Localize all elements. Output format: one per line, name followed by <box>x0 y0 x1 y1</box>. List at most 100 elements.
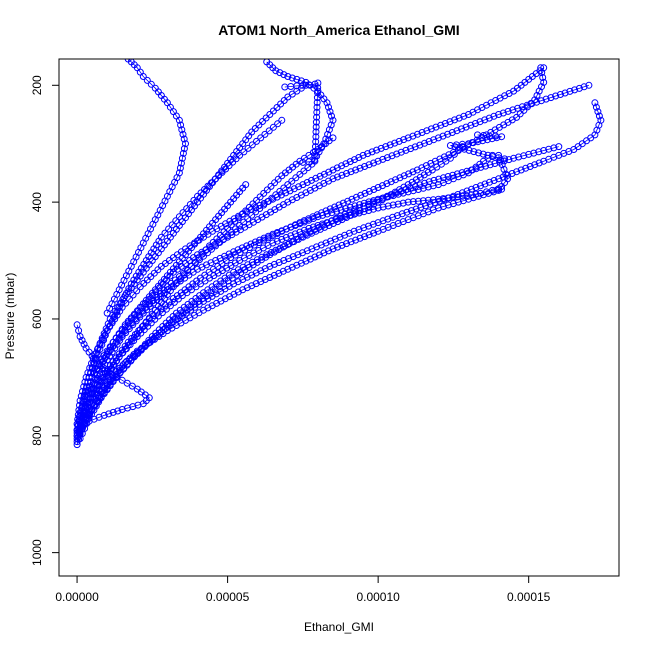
data-point <box>361 233 369 241</box>
data-point <box>484 151 492 159</box>
data-point <box>284 265 292 273</box>
data-point <box>409 168 417 176</box>
y-tick-label: 600 <box>30 309 44 329</box>
data-point <box>128 319 136 327</box>
data-point <box>355 154 363 161</box>
data-point <box>256 193 264 201</box>
data-point <box>463 187 471 195</box>
data-point <box>272 191 280 199</box>
data-point <box>274 175 282 183</box>
data-point <box>186 201 194 208</box>
data-point <box>248 282 256 290</box>
data-point <box>154 312 162 320</box>
data-point <box>100 336 108 344</box>
data-point <box>462 123 470 131</box>
data-point <box>365 222 372 230</box>
data-point <box>454 193 462 201</box>
data-point <box>265 127 273 135</box>
y-tick-label: 800 <box>30 425 44 445</box>
data-point <box>439 195 447 203</box>
data-point <box>479 137 487 145</box>
data-point <box>188 262 195 270</box>
data-point <box>248 128 256 136</box>
data-point <box>356 164 364 172</box>
data-point <box>316 172 324 180</box>
data-point <box>280 257 288 264</box>
data-point <box>271 179 279 187</box>
data-point <box>151 84 159 92</box>
data-point <box>439 132 447 140</box>
data-point <box>303 179 311 186</box>
data-point <box>475 149 482 157</box>
data-point <box>162 305 170 313</box>
data-point <box>157 305 165 313</box>
data-point <box>309 213 317 221</box>
data-point <box>261 276 269 283</box>
data-point <box>242 207 250 215</box>
data-point <box>178 126 186 134</box>
data-point <box>370 159 378 167</box>
data-point <box>322 207 330 215</box>
data-point <box>182 140 189 148</box>
data-point <box>147 80 155 88</box>
data-point <box>377 144 385 152</box>
data-point <box>555 143 563 151</box>
data-point <box>285 255 292 263</box>
data-point <box>465 146 473 154</box>
data-point <box>300 217 308 225</box>
data-point <box>527 99 535 107</box>
data-point <box>575 84 583 92</box>
data-point <box>365 231 373 239</box>
data-point <box>275 269 283 277</box>
data-point <box>212 257 220 264</box>
data-point <box>449 171 457 179</box>
data-point <box>292 174 300 182</box>
data-point <box>444 201 452 209</box>
data-point <box>592 103 600 111</box>
data-point <box>161 301 169 309</box>
data-point <box>384 215 392 223</box>
data-point <box>320 170 328 178</box>
data-point <box>96 345 104 353</box>
data-point <box>179 149 187 157</box>
data-point <box>216 239 224 246</box>
data-point <box>360 202 368 210</box>
data-point <box>133 287 141 295</box>
data-point <box>402 146 410 154</box>
data-point <box>163 322 171 330</box>
data-point <box>79 397 87 405</box>
data-point <box>312 123 320 131</box>
data-point <box>370 186 378 193</box>
data-point <box>346 212 354 219</box>
data-point <box>595 112 603 120</box>
data-point <box>112 373 120 381</box>
data-point <box>262 114 270 122</box>
data-point <box>269 239 277 247</box>
data-point <box>476 118 484 126</box>
data-point <box>114 407 122 415</box>
data-point <box>545 145 553 153</box>
data-point <box>234 288 242 296</box>
data-point <box>131 331 139 338</box>
data-point <box>468 191 475 199</box>
data-point <box>504 171 512 179</box>
data-point <box>374 196 382 204</box>
data-point <box>491 160 499 167</box>
data-point <box>395 137 403 145</box>
data-point <box>365 161 373 169</box>
data-point <box>190 196 198 204</box>
data-point <box>314 89 321 97</box>
data-point <box>163 283 171 291</box>
data-point <box>477 182 484 190</box>
data-point <box>325 103 332 111</box>
data-point <box>350 206 358 214</box>
data-point <box>384 202 392 210</box>
data-point <box>85 373 93 381</box>
data-point <box>352 166 360 174</box>
series-line <box>91 61 334 378</box>
data-point <box>585 81 593 89</box>
data-point <box>118 376 126 384</box>
data-point <box>334 173 341 181</box>
data-point <box>179 269 187 277</box>
data-point <box>451 143 459 151</box>
